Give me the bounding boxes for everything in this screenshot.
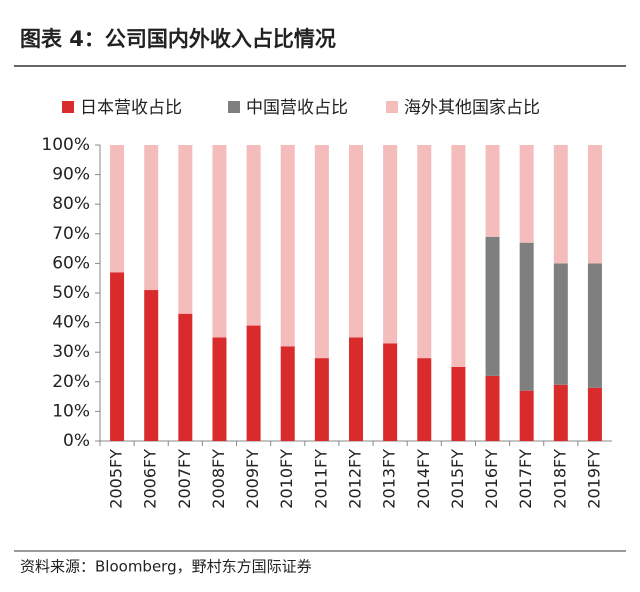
bar-segment bbox=[485, 236, 500, 376]
y-tick-label: 20% bbox=[52, 372, 90, 392]
x-tick-label: 2007FY bbox=[175, 449, 194, 509]
legend-label: 日本营收占比 bbox=[80, 98, 182, 118]
chart-title: 图表 4：公司国内外收入占比情况 bbox=[20, 27, 336, 51]
y-tick-label: 30% bbox=[52, 342, 90, 362]
bar-segment bbox=[246, 325, 261, 441]
bar-segment bbox=[519, 145, 534, 243]
y-tick-label: 80% bbox=[52, 194, 90, 214]
x-tick-label: 2015FY bbox=[448, 449, 467, 509]
x-tick-label: 2008FY bbox=[209, 449, 228, 509]
bar-segment bbox=[587, 387, 602, 441]
x-tick-label: 2009FY bbox=[243, 449, 262, 509]
bar-segment bbox=[178, 145, 193, 314]
bar-segment bbox=[212, 337, 227, 441]
y-tick-label: 10% bbox=[52, 401, 90, 421]
x-tick-label: 2018FY bbox=[550, 449, 569, 509]
bar-segment bbox=[587, 145, 602, 264]
bar-segment bbox=[553, 145, 568, 264]
bar-segment bbox=[519, 242, 534, 391]
bar-segment bbox=[519, 390, 534, 441]
x-tick-label: 2005FY bbox=[107, 449, 126, 509]
y-tick-label: 90% bbox=[52, 165, 90, 185]
bar-segment bbox=[212, 145, 227, 338]
y-tick-label: 40% bbox=[52, 313, 90, 333]
y-tick-label: 0% bbox=[63, 431, 90, 451]
bar-segment bbox=[383, 343, 398, 441]
bar-segment bbox=[349, 145, 363, 338]
bar-segment bbox=[349, 337, 363, 441]
bar-segment bbox=[280, 346, 295, 441]
legend-swatch bbox=[228, 101, 240, 113]
bar-segment bbox=[553, 384, 568, 441]
bar-segment bbox=[314, 145, 329, 359]
x-tick-label: 2010FY bbox=[277, 449, 296, 509]
legend-label: 中国营收占比 bbox=[246, 98, 348, 118]
bar-segment bbox=[178, 313, 193, 441]
x-tick-label: 2016FY bbox=[482, 449, 501, 509]
bar-segment bbox=[451, 367, 466, 441]
x-tick-label: 2006FY bbox=[141, 449, 160, 509]
y-tick-label: 70% bbox=[52, 224, 90, 244]
y-tick-label: 100% bbox=[41, 135, 90, 155]
bar-segment bbox=[144, 145, 159, 291]
legend-swatch bbox=[62, 101, 74, 113]
bar-segment bbox=[417, 358, 432, 441]
y-tick-label: 50% bbox=[52, 283, 90, 303]
bar-segment bbox=[144, 290, 159, 441]
y-tick-label: 60% bbox=[52, 253, 90, 273]
bar-segment bbox=[485, 375, 500, 441]
bar-segment bbox=[280, 145, 295, 347]
legend-label: 海外其他国家占比 bbox=[404, 98, 540, 118]
bar-segment bbox=[110, 272, 125, 441]
bar-segment bbox=[110, 145, 125, 273]
legend-swatch bbox=[386, 101, 398, 113]
x-tick-label: 2011FY bbox=[311, 449, 330, 509]
bar-segment bbox=[417, 145, 432, 359]
bar-segment bbox=[485, 145, 500, 237]
x-tick-label: 2013FY bbox=[380, 449, 399, 509]
source: 资料来源：Bloomberg，野村东方国际证券 bbox=[20, 558, 312, 576]
bar-segment bbox=[553, 263, 568, 385]
bar-segment bbox=[314, 358, 329, 441]
bar-segment bbox=[246, 145, 261, 326]
x-tick-label: 2014FY bbox=[414, 449, 433, 509]
bar-segment bbox=[383, 145, 398, 344]
x-tick-label: 2017FY bbox=[516, 449, 535, 509]
bar-segment bbox=[587, 263, 602, 388]
x-tick-label: 2012FY bbox=[346, 449, 365, 509]
bar-segment bbox=[451, 145, 466, 367]
x-tick-label: 2019FY bbox=[584, 449, 603, 509]
